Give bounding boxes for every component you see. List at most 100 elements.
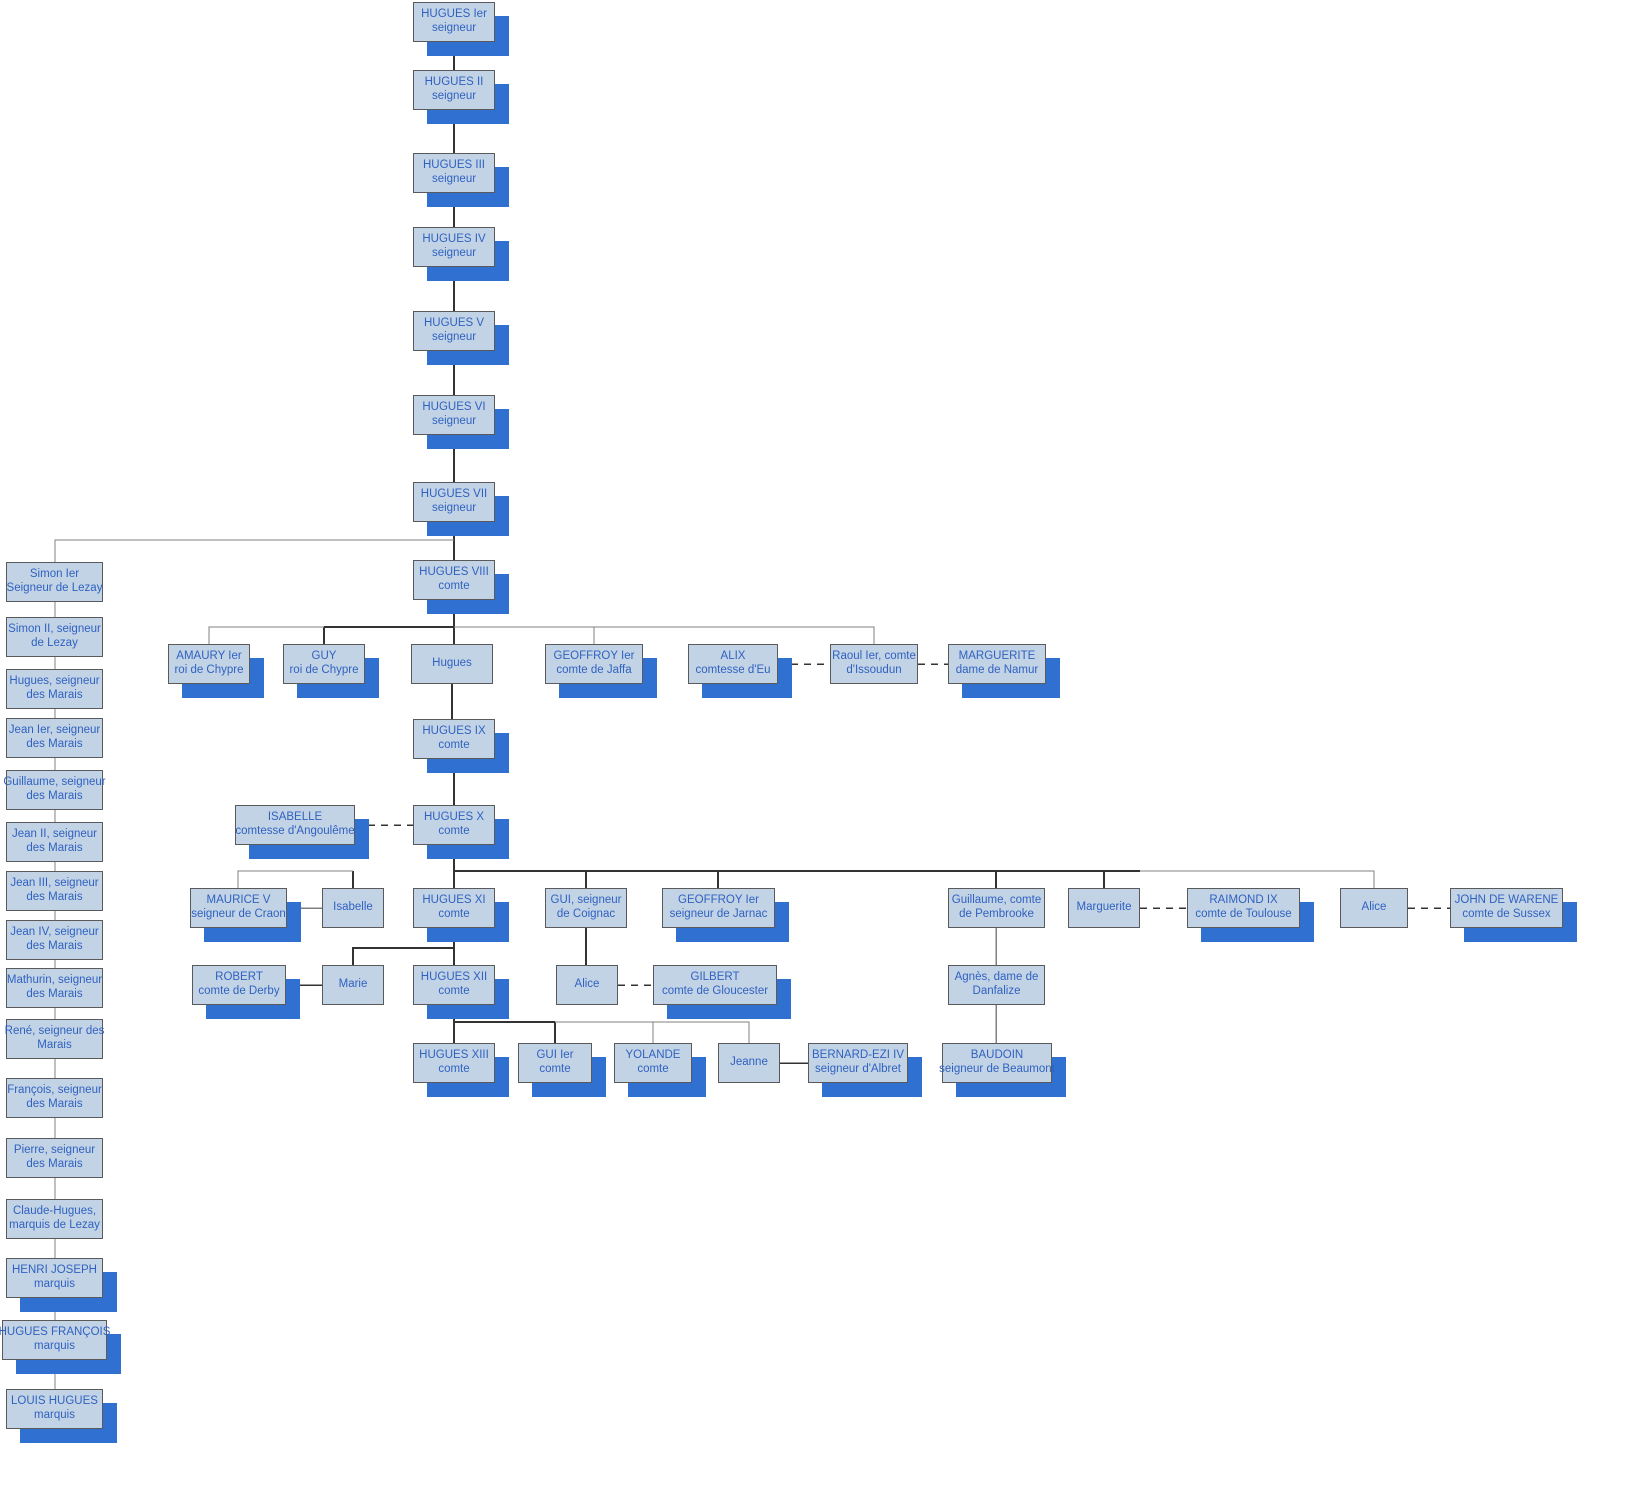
person-node[interactable]: HUGUES VIII comte (413, 560, 495, 600)
person-node[interactable]: Marguerite (1068, 888, 1140, 928)
person-title: seigneur de Craon (191, 908, 286, 920)
person-title: des Marais (26, 790, 83, 802)
person-node[interactable]: GUI Ier comte (518, 1043, 592, 1083)
person-node[interactable]: Guillaume, seigneur des Marais (3, 770, 106, 810)
person-node[interactable]: Jean Ier, seigneur des Marais (6, 718, 103, 758)
person-title: seigneur (431, 173, 477, 185)
person-node[interactable]: BERNARD-EZI IV seigneur d'Albret (808, 1043, 908, 1083)
person-node[interactable]: Alice (1340, 888, 1408, 928)
person-node[interactable]: GILBERT comte de Gloucester (653, 965, 777, 1005)
person-name: GEOFFROY Ier (553, 650, 635, 663)
person-title: des Marais (26, 1158, 83, 1170)
person-node[interactable]: HUGUES III seigneur (413, 153, 495, 193)
person-title: d'Issoudun (846, 664, 902, 676)
person-node[interactable]: HUGUES Ier seigneur (413, 2, 495, 42)
person-name: Mathurin, seigneur (6, 974, 103, 987)
person-name: JOHN DE WARENE (1454, 894, 1559, 907)
person-node[interactable]: Isabelle (322, 888, 384, 928)
person-node[interactable]: Mathurin, seigneur des Marais (6, 968, 103, 1008)
person-node[interactable]: ALIX comtesse d'Eu (688, 644, 778, 684)
person-node[interactable]: GUY roi de Chypre (283, 644, 365, 684)
person-node[interactable]: Simon II, seigneur de Lezay (6, 617, 103, 657)
person-title: seigneur (431, 502, 477, 514)
person-name: GUI Ier (536, 1049, 574, 1062)
person-name: Jean IV, seigneur (10, 926, 99, 939)
person-node[interactable]: HUGUES II seigneur (413, 70, 495, 110)
person-name: Hugues (432, 657, 472, 670)
person-title: roi de Chypre (289, 664, 359, 676)
person-node[interactable]: Claude-Hugues, marquis de Lezay (6, 1199, 103, 1239)
person-node[interactable]: Pierre, seigneur des Marais (6, 1138, 103, 1178)
person-node[interactable]: Simon Ier Seigneur de Lezay (6, 562, 103, 602)
person-node[interactable]: Guillaume, comte de Pembrooke (948, 888, 1045, 928)
person-name: MARGUERITE (958, 650, 1036, 663)
person-node[interactable]: HUGUES XI comte (413, 888, 495, 928)
person-name: Agnès, dame de (954, 971, 1039, 984)
person-name: Claude-Hugues, (12, 1205, 97, 1218)
person-node[interactable]: HUGUES VII seigneur (413, 482, 495, 522)
person-name: Jean Ier, seigneur (8, 724, 101, 737)
person-title: marquis (34, 1278, 75, 1290)
person-node[interactable]: HUGUES VI seigneur (413, 395, 495, 435)
person-name: Marguerite (1076, 901, 1132, 914)
person-name: Simon II, seigneur (8, 623, 101, 636)
person-name: GILBERT (690, 971, 740, 984)
person-node[interactable]: Jeanne (718, 1043, 780, 1083)
person-node[interactable]: GUI, seigneur de Coignac (545, 888, 627, 928)
person-node[interactable]: YOLANDE comte (614, 1043, 692, 1083)
person-node[interactable]: HENRI JOSEPH marquis (6, 1258, 103, 1298)
person-title: comte (438, 739, 470, 751)
person-node[interactable]: Agnès, dame de Danfalize (948, 965, 1045, 1005)
person-node[interactable]: François, seigneur des Marais (6, 1078, 103, 1118)
person-node[interactable]: GEOFFROY Ier comte de Jaffa (545, 644, 643, 684)
person-name: HUGUES X (423, 811, 485, 824)
person-title: comte (438, 908, 470, 920)
person-node[interactable]: JOHN DE WARENE comte de Sussex (1450, 888, 1563, 928)
person-node[interactable]: HUGUES IV seigneur (413, 227, 495, 267)
person-name: RAIMOND IX (1209, 894, 1278, 907)
person-node[interactable]: HUGUES IX comte (413, 719, 495, 759)
person-node[interactable]: LOUIS HUGUES marquis (6, 1389, 103, 1429)
person-node[interactable]: MARGUERITE dame de Namur (948, 644, 1046, 684)
person-node[interactable]: Jean III, seigneur des Marais (6, 871, 103, 911)
person-title: de Lezay (31, 637, 78, 649)
person-node[interactable]: HUGUES XIII comte (413, 1043, 495, 1083)
person-name: HUGUES VII (420, 488, 488, 501)
person-node[interactable]: ROBERT comte de Derby (192, 965, 286, 1005)
person-node[interactable]: Alice (556, 965, 618, 1005)
person-node[interactable]: Marie (322, 965, 384, 1005)
person-name: Marie (338, 978, 368, 991)
person-title: Marais (37, 1039, 72, 1051)
person-name: Jeanne (730, 1056, 768, 1069)
person-node[interactable]: ISABELLE comtesse d'Angoulême (235, 805, 355, 845)
person-title: des Marais (26, 738, 83, 750)
person-title: des Marais (26, 988, 83, 1000)
person-name: Jean II, seigneur (11, 828, 98, 841)
person-name: LOUIS HUGUES (11, 1395, 98, 1408)
person-name: ALIX (720, 650, 746, 663)
person-node[interactable]: Hugues, seigneur des Marais (6, 669, 103, 709)
person-name: HUGUES IX (422, 725, 486, 738)
person-node[interactable]: BAUDOIN seigneur de Beaumont (939, 1043, 1055, 1083)
person-node[interactable]: RAIMOND IX comte de Toulouse (1187, 888, 1300, 928)
person-node[interactable]: HUGUES FRANÇOIS marquis (0, 1320, 110, 1360)
person-title: comtesse d'Angoulême (235, 825, 355, 837)
person-name: GUY (311, 650, 337, 663)
person-node[interactable]: AMAURY Ier roi de Chypre (168, 644, 250, 684)
person-node[interactable]: GEOFFROY Ier seigneur de Jarnac (662, 888, 775, 928)
person-node[interactable]: René, seigneur des Marais (5, 1019, 104, 1059)
person-title: seigneur (431, 22, 477, 34)
person-node[interactable]: Jean II, seigneur des Marais (6, 822, 103, 862)
person-node[interactable]: Hugues (411, 644, 493, 684)
person-node[interactable]: Jean IV, seigneur des Marais (6, 920, 103, 960)
person-name: ROBERT (215, 971, 263, 984)
person-name: GEOFFROY Ier (678, 894, 759, 907)
person-title: des Marais (26, 1098, 83, 1110)
person-node[interactable]: Raoul Ier, comte d'Issoudun (830, 644, 918, 684)
person-node[interactable]: HUGUES XII comte (413, 965, 495, 1005)
person-title: de Coignac (556, 908, 616, 920)
person-name: Guillaume, seigneur (3, 776, 106, 789)
